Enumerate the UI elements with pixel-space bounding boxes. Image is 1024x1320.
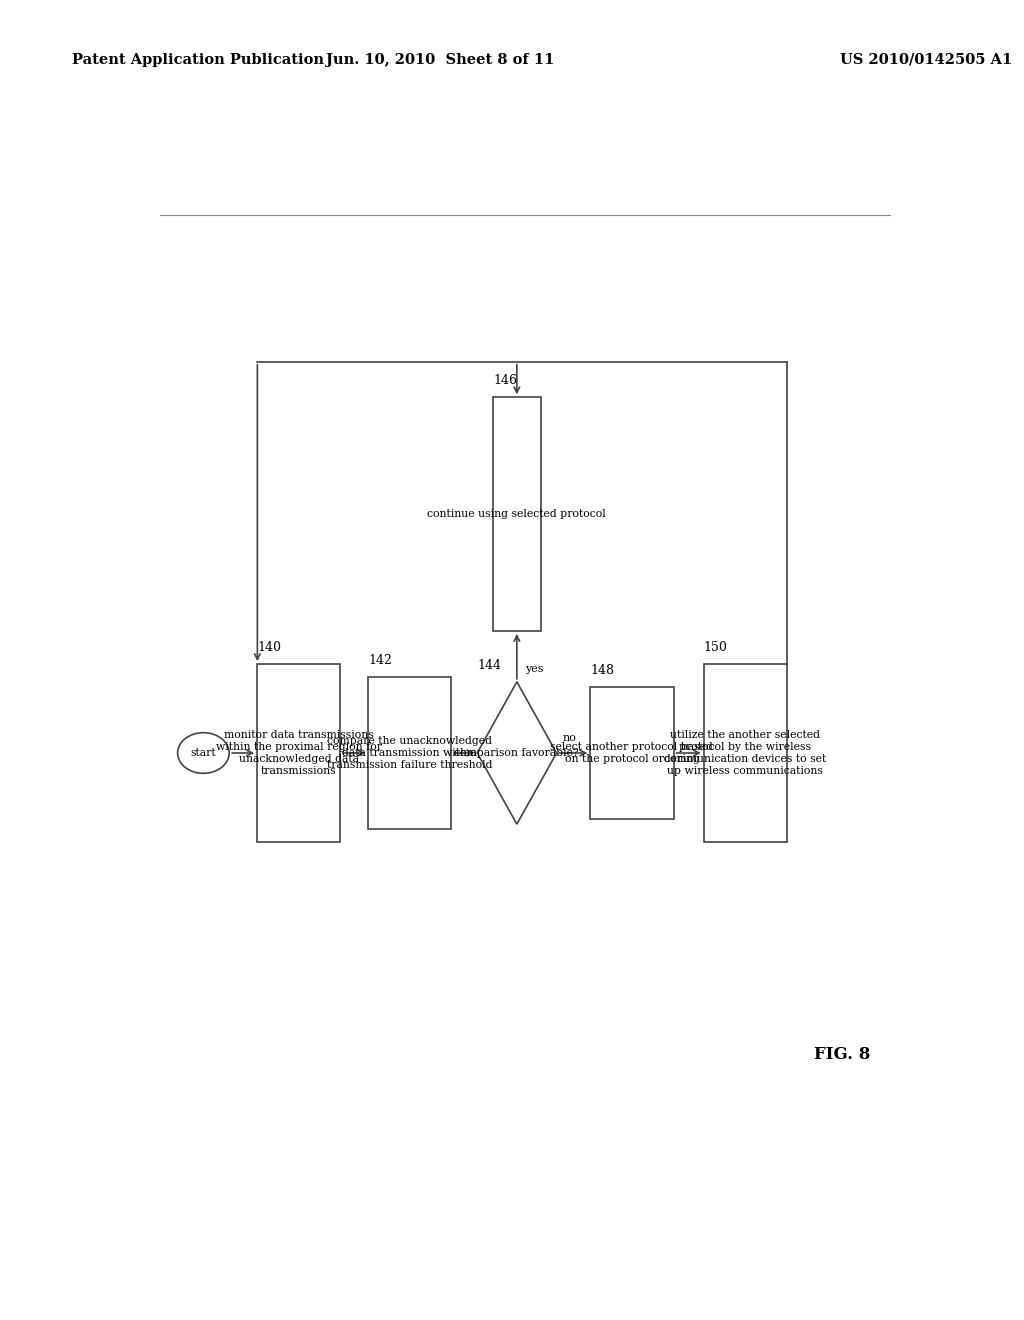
Text: yes: yes — [524, 664, 544, 673]
Text: no: no — [563, 733, 577, 743]
Text: Jun. 10, 2010  Sheet 8 of 11: Jun. 10, 2010 Sheet 8 of 11 — [326, 53, 555, 67]
Text: Patent Application Publication: Patent Application Publication — [72, 53, 324, 67]
Text: FIG. 8: FIG. 8 — [814, 1047, 870, 1064]
FancyBboxPatch shape — [590, 686, 674, 818]
Text: US 2010/0142505 A1: US 2010/0142505 A1 — [840, 53, 1012, 67]
FancyBboxPatch shape — [368, 677, 452, 829]
Text: comparison favorable?: comparison favorable? — [455, 748, 580, 758]
Text: 144: 144 — [477, 659, 501, 672]
Text: select another protocol based
on the protocol ordering: select another protocol based on the pro… — [551, 742, 714, 764]
Text: utilize the another selected
protocol by the wireless
communication devices to s: utilize the another selected protocol by… — [665, 730, 826, 776]
FancyBboxPatch shape — [703, 664, 787, 842]
Text: 150: 150 — [703, 642, 728, 653]
Ellipse shape — [177, 733, 229, 774]
FancyBboxPatch shape — [257, 664, 340, 842]
Text: 140: 140 — [257, 642, 281, 653]
Text: compare the unacknowledged
data transmission with a
transmission failure thresho: compare the unacknowledged data transmis… — [327, 737, 493, 770]
Text: 146: 146 — [494, 374, 517, 387]
Text: start: start — [190, 748, 216, 758]
Text: continue using selected protocol: continue using selected protocol — [427, 510, 606, 519]
Polygon shape — [477, 682, 557, 824]
Text: monitor data transmissions
within the proximal region for
unacknowledged data
tr: monitor data transmissions within the pr… — [216, 730, 382, 776]
FancyBboxPatch shape — [494, 397, 541, 631]
Text: 148: 148 — [590, 664, 614, 677]
Text: 142: 142 — [368, 653, 392, 667]
